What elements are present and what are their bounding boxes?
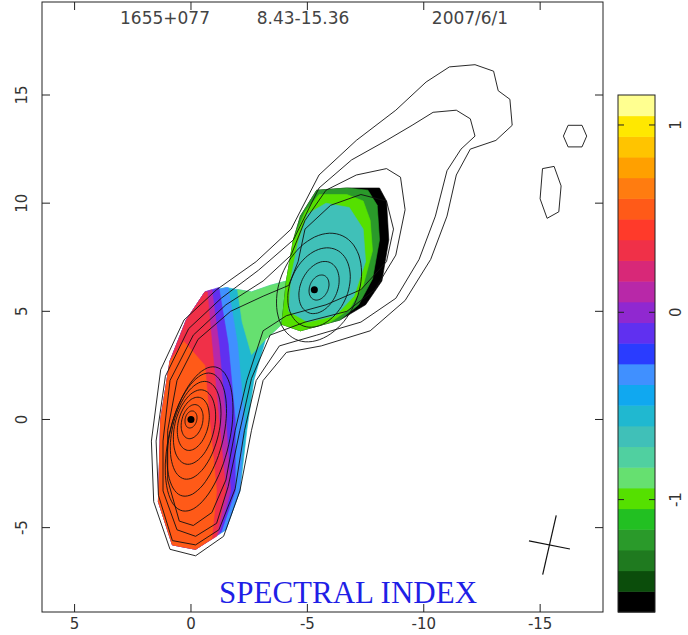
colorbar-swatch <box>618 157 655 178</box>
x-tick-label: -10 <box>412 615 437 633</box>
spectral-index-region <box>158 292 226 549</box>
colorbar-swatch <box>618 467 655 488</box>
colorbar-swatch <box>618 260 655 281</box>
x-tick-label: -15 <box>528 615 553 633</box>
beam-minor <box>529 541 570 549</box>
x-tick <box>423 2 424 10</box>
colorbar-swatch <box>618 116 655 137</box>
contour <box>299 262 339 314</box>
colorbar-swatch <box>618 240 655 261</box>
colorbar-swatch <box>618 178 655 199</box>
colorbar-swatch <box>618 198 655 219</box>
colorbar-swatch <box>618 529 655 550</box>
component <box>187 416 194 423</box>
colorbar-tick-label: -1 <box>667 492 685 507</box>
y-tick-label: 15 <box>13 85 31 104</box>
y-tick <box>42 527 50 528</box>
y-tick-label: 10 <box>13 194 31 213</box>
colorbar-tick <box>618 499 624 500</box>
x-tick-label: -5 <box>300 615 315 633</box>
y-tick-label: -5 <box>13 520 31 535</box>
colorbar-swatch <box>618 281 655 302</box>
colorbar-swatch <box>618 405 655 426</box>
overlay-label: SPECTRAL INDEX <box>219 575 477 610</box>
background <box>0 0 688 635</box>
x-tick-label: 0 <box>186 615 196 633</box>
spectral-index-region <box>282 195 373 331</box>
contour <box>563 125 586 147</box>
contour <box>173 390 215 465</box>
contour <box>177 397 209 450</box>
y-tick <box>595 419 603 420</box>
colorbar-tick <box>649 124 655 125</box>
y-tick <box>595 95 603 96</box>
contour <box>163 169 405 537</box>
colorbar-swatch <box>618 95 655 116</box>
contour <box>156 110 475 545</box>
y-tick <box>42 95 50 96</box>
subtitle: 8.43-15.36 <box>257 8 350 28</box>
contour <box>170 381 221 479</box>
colorbar-tick <box>649 499 655 500</box>
colorbar-frame <box>618 95 655 612</box>
colorbar-swatch <box>618 136 655 157</box>
x-tick <box>540 2 541 10</box>
colorbar-swatch <box>618 591 655 612</box>
colorbar-tick-label: 0 <box>667 308 685 318</box>
colorbar-swatch <box>618 343 655 364</box>
chart: 50-5-10-15-5051015-1011655+0778.43-15.36… <box>0 0 688 635</box>
spectral-index-region <box>282 188 380 331</box>
colorbar-tick <box>649 312 655 313</box>
y-tick <box>595 311 603 312</box>
plot-area <box>151 65 586 575</box>
contour <box>309 275 329 300</box>
contour <box>151 65 512 556</box>
plot-frame <box>42 2 603 612</box>
contour <box>168 195 394 526</box>
x-tick-label: 5 <box>70 615 80 633</box>
spectral-index-region <box>282 188 389 331</box>
colorbar-swatch <box>618 219 655 240</box>
contour <box>540 166 561 218</box>
colorbar-swatch <box>618 550 655 571</box>
contour <box>185 411 197 428</box>
y-tick <box>42 311 50 312</box>
x-tick <box>190 604 191 612</box>
colorbar-swatch <box>618 302 655 323</box>
colorbar-swatch <box>618 571 655 592</box>
component <box>311 286 318 293</box>
colorbar-tick-label: 1 <box>667 120 685 130</box>
title: 1655+077 <box>120 8 210 28</box>
colorbar-tick <box>618 124 624 125</box>
y-tick <box>42 203 50 204</box>
spectral-index-region <box>158 288 244 550</box>
colorbar-tick <box>618 312 624 313</box>
y-tick <box>595 527 603 528</box>
x-tick <box>74 2 75 10</box>
date: 2007/6/1 <box>432 8 508 28</box>
spectral-index-region <box>158 281 286 549</box>
colorbar-swatch <box>618 364 655 385</box>
y-tick <box>42 419 50 420</box>
colorbar-swatch <box>618 509 655 530</box>
colorbar-swatch <box>618 488 655 509</box>
contour <box>277 233 362 342</box>
y-tick-label: 5 <box>13 307 31 317</box>
x-tick <box>74 604 75 612</box>
x-tick <box>540 604 541 612</box>
spectral-index-region <box>158 290 230 550</box>
y-tick-label: 0 <box>13 415 31 425</box>
contour <box>288 248 351 327</box>
contour <box>167 373 226 496</box>
colorbar-swatch <box>618 385 655 406</box>
y-tick <box>595 203 603 204</box>
colorbar-swatch <box>618 322 655 343</box>
contour <box>181 405 203 439</box>
colorbar-swatch <box>618 447 655 468</box>
contour <box>165 367 233 511</box>
colorbar-swatch <box>618 426 655 447</box>
